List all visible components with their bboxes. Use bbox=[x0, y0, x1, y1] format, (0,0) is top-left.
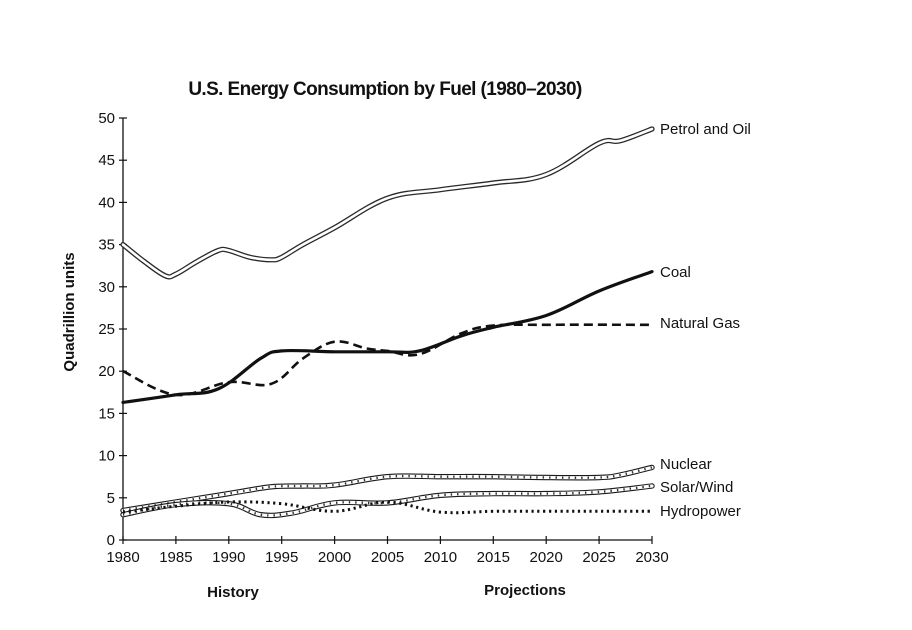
y-tick-label-10: 10 bbox=[98, 448, 115, 465]
series-line-hydropower bbox=[122, 500, 652, 515]
series-label-hydropower: Hydropower bbox=[660, 503, 741, 520]
point-hydropower-2030 bbox=[652, 511, 653, 512]
x-tick-label-2000: 2000 bbox=[318, 549, 351, 566]
series-label-nuclear: Nuclear bbox=[660, 456, 712, 473]
series-solar-wind bbox=[120, 483, 655, 519]
series-label-coal: Coal bbox=[660, 264, 691, 281]
x-tick-label-1995: 1995 bbox=[265, 549, 298, 566]
x-tick-label-1980: 1980 bbox=[106, 549, 139, 566]
y-tick-label-40: 40 bbox=[98, 194, 115, 211]
series-line-inner-petrol-and-oil bbox=[121, 127, 654, 279]
y-tick-label-25: 25 bbox=[98, 321, 115, 338]
x-tick-label-2030: 2030 bbox=[635, 549, 668, 566]
series-label-natural-gas: Natural Gas bbox=[660, 315, 740, 332]
x-tick-label-2005: 2005 bbox=[371, 549, 404, 566]
series-natural-gas bbox=[122, 323, 653, 397]
series-line-inner-nuclear bbox=[121, 465, 654, 513]
point-natural-gas-2030 bbox=[652, 324, 653, 325]
y-tick-label-50: 50 bbox=[98, 110, 115, 127]
y-tick-label-5: 5 bbox=[107, 490, 115, 507]
chart-title: U.S. Energy Consumption by Fuel (1980–20… bbox=[188, 79, 582, 100]
series-coal bbox=[121, 270, 654, 404]
x-tick-label-2020: 2020 bbox=[530, 549, 563, 566]
y-tick-label-0: 0 bbox=[107, 532, 115, 549]
series-nuclear bbox=[120, 464, 655, 514]
x-tick-label-2015: 2015 bbox=[477, 549, 510, 566]
series-line-natural-gas bbox=[122, 323, 653, 397]
point-natural-gas-2008 bbox=[419, 354, 420, 355]
point-hydropower-2020 bbox=[546, 511, 547, 512]
point-hydropower-1995 bbox=[281, 503, 282, 504]
series-hydropower bbox=[122, 500, 653, 515]
y-tick-label-35: 35 bbox=[98, 237, 115, 254]
y-tick-label-20: 20 bbox=[98, 363, 115, 380]
series-petrol-and-oil bbox=[120, 126, 655, 280]
y-tick-label-45: 45 bbox=[98, 152, 115, 169]
series-layer bbox=[120, 126, 655, 519]
y-tick-label-30: 30 bbox=[98, 279, 115, 296]
point-natural-gas-2003 bbox=[366, 348, 367, 349]
series-label-petrol-and-oil: Petrol and Oil bbox=[660, 121, 751, 138]
history-label: History bbox=[207, 584, 259, 601]
x-tick-label-2010: 2010 bbox=[424, 549, 457, 566]
series-line-coal bbox=[121, 270, 654, 404]
series-line-petrol-and-oil bbox=[120, 126, 655, 280]
point-hydropower-2000 bbox=[334, 511, 335, 512]
x-tick-label-1990: 1990 bbox=[212, 549, 245, 566]
projections-label: Projections bbox=[484, 582, 566, 599]
point-hydropower-2025 bbox=[599, 511, 600, 512]
legend-layer: Petrol and Oil Coal Natural Gas Nuclear Sola… bbox=[660, 121, 751, 520]
y-axis-title: Quadrillion units bbox=[61, 252, 78, 371]
y-tick-label-15: 15 bbox=[98, 405, 115, 422]
x-tick-label-2025: 2025 bbox=[582, 549, 615, 566]
series-line-hatch-solar-wind bbox=[122, 484, 653, 517]
x-tick-label-1985: 1985 bbox=[159, 549, 192, 566]
series-label-solar-wind: Solar/Wind bbox=[660, 479, 733, 496]
